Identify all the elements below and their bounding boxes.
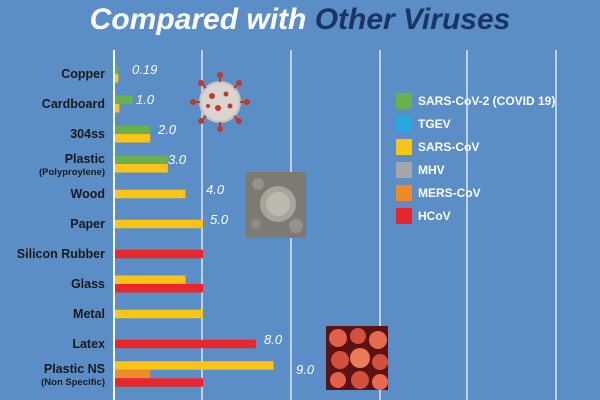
- legend-swatch: [396, 162, 412, 178]
- bar-sars-cov: [115, 134, 151, 143]
- bar-sars-cov: [115, 104, 120, 113]
- bar-sars-cov: [115, 164, 168, 173]
- legend-label: MERS-CoV: [418, 186, 481, 200]
- legend-label: HCoV: [418, 209, 451, 223]
- legend-label: SARS-CoV: [418, 140, 480, 154]
- legend: SARS-CoV-2 (COVID 19) TGEV SARS-CoV MHV MERS…: [396, 92, 596, 230]
- bar-sars-cov: [115, 361, 274, 370]
- bar-sars-cov: [115, 189, 186, 199]
- bar-hcov: [115, 249, 203, 259]
- legend-item: MERS-CoV: [396, 184, 596, 207]
- value-label: 8.0: [264, 332, 283, 347]
- value-label: 0.19: [132, 62, 157, 77]
- bar-sars-cov: [115, 309, 203, 319]
- bar-sars-cov-2-covid-19: [115, 65, 119, 74]
- legend-swatch: [396, 139, 412, 155]
- value-label: 2.0: [157, 122, 177, 137]
- bar-sars-cov: [115, 74, 119, 83]
- coronavirus-illustration: [190, 72, 250, 132]
- legend-item: HCoV: [396, 207, 596, 230]
- category-label: Copper: [61, 67, 105, 81]
- virus-micrograph-gray: [246, 172, 306, 238]
- category-sublabel: (Polyproylene): [39, 167, 105, 178]
- bar-sars-cov-2-covid-19: [115, 155, 168, 164]
- legend-swatch: [396, 116, 412, 132]
- value-label: 4.0: [206, 182, 225, 197]
- value-label: 1.0: [136, 92, 155, 107]
- category-label: 304ss: [70, 127, 105, 141]
- category-label: Silicon Rubber: [17, 247, 105, 261]
- chart-title-part2: Other Viruses: [314, 3, 511, 36]
- legend-item: MHV: [396, 161, 596, 184]
- legend-item: TGEV: [396, 115, 596, 138]
- value-label: 5.0: [210, 212, 229, 227]
- value-label: 9.0: [296, 362, 315, 377]
- legend-item: SARS-CoV-2 (COVID 19): [396, 92, 596, 115]
- chart-title: Compared with Other Viruses: [0, 0, 600, 44]
- value-label: 3.0: [168, 152, 187, 167]
- legend-swatch: [396, 93, 412, 109]
- legend-label: SARS-CoV-2 (COVID 19): [418, 94, 556, 108]
- category-label: Metal: [73, 307, 105, 321]
- virus-micrograph-red: [326, 326, 388, 390]
- category-label: Plastic: [65, 152, 105, 166]
- bar-sars-cov-2-covid-19: [115, 125, 151, 134]
- bar-hcov: [115, 378, 203, 387]
- category-label: Cardboard: [42, 97, 105, 111]
- bar-sars-cov-2-covid-19: [115, 95, 133, 104]
- legend-swatch: [396, 185, 412, 201]
- bar-hcov: [115, 339, 256, 349]
- bar-mers-cov: [115, 369, 151, 379]
- category-label: Wood: [71, 187, 105, 201]
- category-label: Glass: [71, 277, 105, 291]
- category-sublabel: (Non Specific): [41, 377, 105, 388]
- category-label: Latex: [72, 337, 105, 351]
- category-label: Plastic NS: [44, 362, 105, 376]
- bar-sars-cov: [115, 219, 203, 229]
- category-label: Paper: [70, 217, 105, 231]
- legend-label: MHV: [418, 163, 445, 177]
- legend-item: SARS-CoV: [396, 138, 596, 161]
- bar-sars-cov: [115, 275, 186, 284]
- bar-hcov: [115, 284, 203, 293]
- chart-title-part1: Compared with: [89, 3, 315, 36]
- legend-label: TGEV: [418, 117, 451, 131]
- legend-swatch: [396, 208, 412, 224]
